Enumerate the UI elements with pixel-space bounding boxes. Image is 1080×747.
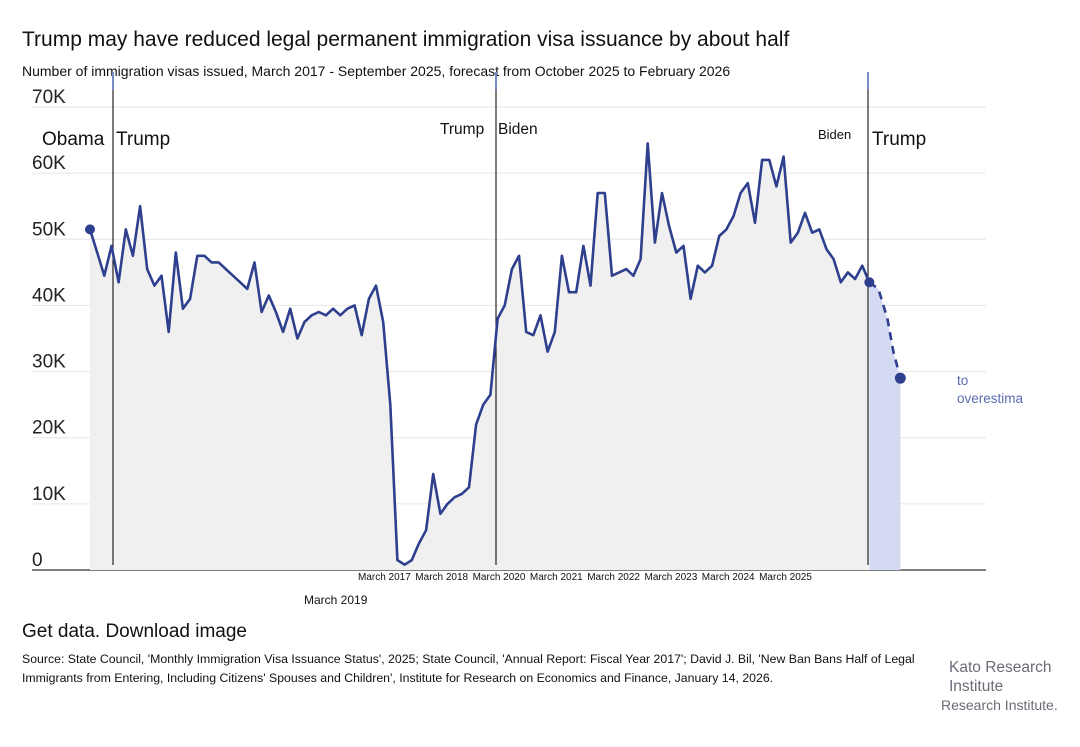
era-label: Biden [498, 121, 538, 138]
x-tick-label: March 2021 [530, 572, 583, 583]
y-tick-label: 40K [32, 285, 66, 306]
chart-labels: 0 10K 20K 30K 40K 50K 60K 70K Obama Trump Trump Bid… [32, 87, 1024, 607]
forecast-line [868, 281, 902, 379]
y-tick-label: 0 [32, 550, 43, 571]
brand-logo: Kato Research Institute [949, 658, 1069, 696]
x-tick-label: March 2020 [473, 572, 526, 583]
y-tick-label: 70K [32, 87, 66, 108]
y-tick-label: 60K [32, 153, 66, 174]
era-label: Trump [872, 129, 926, 150]
x-tick-label: March 2024 [702, 572, 755, 583]
brand-name-line1: Kato Research [949, 659, 1052, 676]
era-divider-lines [112, 72, 869, 565]
x-tick-label: March 2018 [415, 572, 468, 583]
x-tick-label: March 2025 [759, 572, 812, 583]
brand-name-line2: Institute [949, 678, 1004, 695]
era-label: Trump [116, 129, 170, 150]
x-tick-label: March 2017 [358, 572, 411, 583]
chart-title: Trump may have reduced legal permanent i… [22, 28, 790, 51]
download-image-link[interactable]: Download image [105, 621, 247, 642]
end-marker [894, 372, 906, 384]
source-note: Source: State Council, 'Monthly Immigrat… [22, 652, 915, 685]
era-label: Trump [440, 121, 484, 138]
y-tick-label: 30K [32, 352, 66, 373]
chart-subtitle: Number of immigration visas issued, Marc… [22, 63, 731, 79]
chart: 0 10K 20K 30K 40K 50K 60K 70K Obama Trump Trump Bid… [32, 72, 1024, 607]
era-label: Biden [818, 127, 851, 142]
forecast-annotation: overestima [957, 391, 1024, 406]
y-tick-label: 10K [32, 484, 66, 505]
x-tick-label: March 2019 [304, 593, 368, 607]
data-lines [85, 142, 906, 566]
x-tick-label: March 2023 [645, 572, 698, 583]
y-tick-label: 50K [32, 219, 66, 240]
era-label: Obama [42, 129, 105, 150]
x-tick-label: March 2022 [587, 572, 640, 583]
get-data-link[interactable]: Get data. [22, 621, 101, 642]
brand-tagline: Research Institute. [941, 697, 1058, 713]
footer-links: Get data. Download image [22, 621, 247, 643]
last-actual-marker [864, 277, 875, 288]
start-marker [85, 224, 95, 235]
forecast-area [869, 282, 901, 570]
series-line [88, 142, 871, 566]
y-tick-label: 20K [32, 418, 66, 439]
forecast-annotation: to [957, 373, 968, 388]
